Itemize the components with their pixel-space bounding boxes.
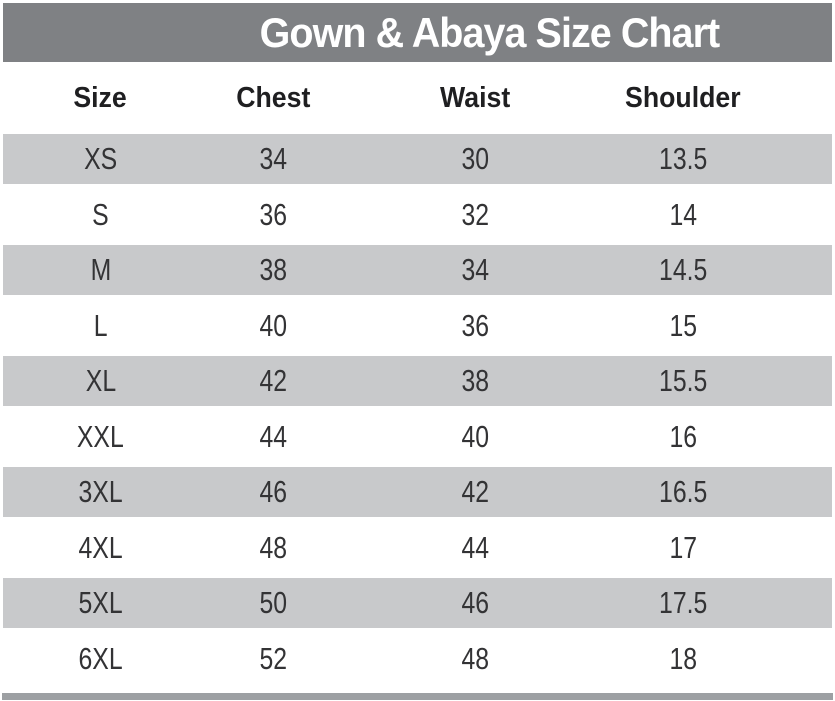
table-header-row: Size Chest Waist Shoulder [3, 62, 832, 134]
cell-chest: 46 [259, 474, 287, 509]
title-bar: Gown & Abaya Size Chart [3, 3, 832, 62]
cell-chest: 44 [259, 418, 287, 454]
cell-size: XS [83, 141, 118, 176]
cell-waist: 42 [461, 474, 490, 509]
cell-shoulder: 16.5 [658, 474, 708, 509]
cell-shoulder: 16 [669, 418, 697, 454]
cell-shoulder: 13.5 [658, 141, 708, 176]
cell-shoulder: 17 [669, 529, 697, 565]
cell-chest: 40 [259, 307, 287, 343]
cell-waist: 40 [461, 418, 490, 454]
column-header-chest: Chest [235, 81, 311, 114]
cell-waist: 48 [461, 640, 490, 676]
cell-waist: 32 [461, 196, 490, 232]
footer-bar [2, 693, 833, 700]
table-body: XS 34 30 13.5 S 36 32 14 M 38 34 14.5 L … [3, 134, 832, 689]
cell-size: 3XL [78, 474, 123, 509]
cell-size: 5XL [78, 585, 123, 620]
cell-waist: 46 [461, 585, 490, 620]
cell-chest: 50 [259, 585, 287, 620]
table-row: XS 34 30 13.5 [3, 134, 832, 184]
cell-shoulder: 17.5 [658, 585, 708, 620]
cell-shoulder: 18 [669, 640, 697, 676]
table-row: 6XL 52 48 18 [3, 628, 832, 689]
cell-chest: 42 [259, 363, 287, 398]
cell-size: 4XL [78, 529, 123, 565]
cell-shoulder: 15.5 [658, 363, 708, 398]
table-row: L 40 36 15 [3, 295, 832, 356]
cell-waist: 36 [461, 307, 490, 343]
table-row: 4XL 48 44 17 [3, 517, 832, 578]
cell-waist: 30 [461, 141, 490, 176]
table-row: XL 42 38 15.5 [3, 356, 832, 406]
cell-chest: 34 [259, 141, 287, 176]
cell-shoulder: 15 [669, 307, 697, 343]
table-row: S 36 32 14 [3, 184, 832, 245]
page-title: Gown & Abaya Size Chart [259, 8, 720, 56]
column-header-shoulder: Shoulder [625, 81, 741, 114]
cell-chest: 48 [259, 529, 287, 565]
cell-chest: 52 [259, 640, 287, 676]
table-row: 3XL 46 42 16.5 [3, 467, 832, 517]
cell-size: 6XL [78, 640, 123, 676]
table-row: M 38 34 14.5 [3, 245, 832, 295]
cell-shoulder: 14.5 [658, 252, 708, 287]
cell-chest: 38 [259, 252, 287, 287]
cell-size: M [90, 252, 111, 287]
table-row: 5XL 50 46 17.5 [3, 578, 832, 628]
column-header-waist: Waist [440, 81, 511, 114]
cell-shoulder: 14 [669, 196, 697, 232]
column-header-size: Size [73, 81, 128, 114]
cell-size: L [93, 307, 108, 343]
cell-waist: 44 [461, 529, 490, 565]
cell-waist: 34 [461, 252, 490, 287]
cell-size: XL [85, 363, 116, 398]
cell-size: S [92, 196, 109, 232]
cell-chest: 36 [259, 196, 287, 232]
cell-size: XXL [77, 418, 124, 454]
cell-waist: 38 [461, 363, 490, 398]
table-row: XXL 44 40 16 [3, 406, 832, 467]
